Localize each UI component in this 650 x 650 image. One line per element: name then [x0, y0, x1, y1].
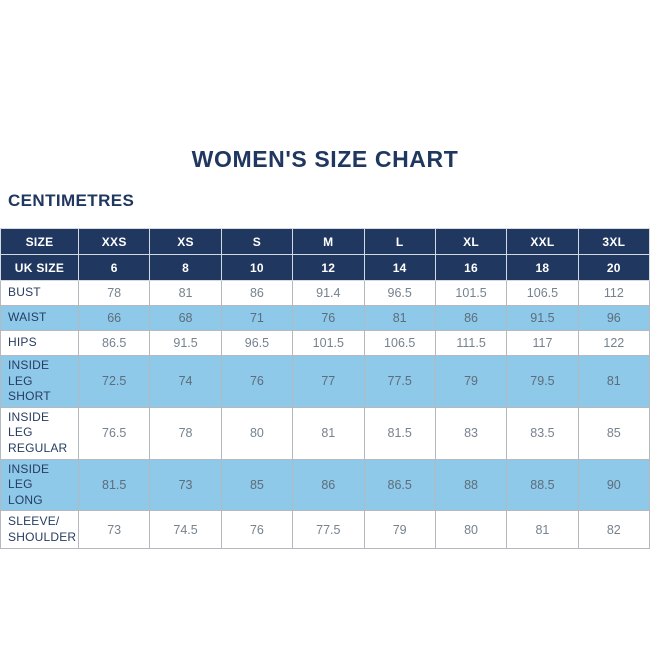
value-cell: 81 [149, 280, 222, 306]
value-cell: 122 [577, 330, 650, 356]
value-cell: 66 [77, 305, 151, 331]
header-value-cell: 8 [149, 254, 222, 281]
value-cell: 79 [434, 355, 508, 408]
row-label: INSIDE LEG LONG [0, 458, 79, 512]
header-value-cell: 12 [292, 254, 365, 281]
value-cell: 76 [292, 305, 365, 331]
value-cell: 81 [506, 510, 579, 550]
table-row: HIPS 86.5 91.5 96.5 101.5 106.5 111.5 117 122 [0, 330, 650, 356]
value-cell: 81 [363, 305, 436, 331]
value-cell: 86 [292, 458, 365, 512]
value-cell: 86 [220, 280, 294, 306]
header-label-cell: SIZE [0, 228, 79, 255]
value-cell: 106.5 [363, 330, 436, 356]
row-label: INSIDE LEG SHORT [0, 355, 79, 408]
header-value-cell: L [363, 228, 436, 255]
header-label-cell: UK SIZE [0, 254, 79, 281]
header-value-cell: M [292, 228, 365, 255]
value-cell: 76 [220, 355, 294, 408]
header-row-uk-size: UK SIZE 6 8 10 12 14 16 18 20 [0, 254, 650, 281]
value-cell: 81 [292, 406, 365, 460]
value-cell: 74 [149, 355, 222, 408]
value-cell: 76.5 [77, 406, 151, 460]
value-cell: 73 [149, 458, 222, 512]
value-cell: 77 [292, 355, 365, 408]
table-row: INSIDE LEG SHORT 72.5 74 76 77 77.5 79 79.5 81 [0, 355, 650, 408]
value-cell: 85 [220, 458, 294, 512]
value-cell: 81.5 [363, 406, 436, 460]
row-label: INSIDE LEG REGULAR [0, 406, 79, 460]
value-cell: 74.5 [149, 510, 222, 550]
table-body: BUST 78 81 86 91.4 96.5 101.5 106.5 112 WAIST 66 68… [0, 280, 650, 550]
value-cell: 80 [434, 510, 508, 550]
value-cell: 78 [77, 280, 151, 306]
page-title: WOMEN'S SIZE CHART [191, 146, 459, 172]
header-row-size: SIZE XXS XS S M L XL XXL 3XL [0, 228, 650, 255]
size-chart-table: SIZE XXS XS S M L XL XXL 3XL UK SIZE 6 8 10 12 14 16 18 2… [0, 228, 650, 550]
table-row: SLEEVE/ SHOULDER 73 74.5 76 77.5 79 80 81 82 [0, 510, 650, 550]
value-cell: 79 [363, 510, 436, 550]
value-cell: 86.5 [77, 330, 151, 356]
header-value-cell: XL [434, 228, 508, 255]
value-cell: 88 [434, 458, 508, 512]
header-value-cell: 6 [77, 254, 151, 281]
value-cell: 86 [434, 305, 508, 331]
value-cell: 117 [506, 330, 579, 356]
value-cell: 76 [220, 510, 294, 550]
value-cell: 68 [149, 305, 222, 331]
table-row: WAIST 66 68 71 76 81 86 91.5 96 [0, 305, 650, 331]
value-cell: 91.4 [292, 280, 365, 306]
table-header: SIZE XXS XS S M L XL XXL 3XL UK SIZE 6 8 10 12 14 16 18 2… [0, 228, 650, 281]
value-cell: 78 [149, 406, 222, 460]
value-cell: 112 [577, 280, 650, 306]
value-cell: 80 [220, 406, 294, 460]
header-value-cell: XXL [506, 228, 579, 255]
row-label: SLEEVE/ SHOULDER [0, 510, 79, 550]
value-cell: 81.5 [77, 458, 151, 512]
value-cell: 71 [220, 305, 294, 331]
value-cell: 101.5 [292, 330, 365, 356]
value-cell: 85 [577, 406, 650, 460]
header-value-cell: 16 [434, 254, 508, 281]
value-cell: 91.5 [149, 330, 222, 356]
value-cell: 72.5 [77, 355, 151, 408]
value-cell: 90 [577, 458, 650, 512]
value-cell: 96.5 [220, 330, 294, 356]
row-label: HIPS [0, 330, 79, 356]
header-value-cell: 14 [363, 254, 436, 281]
value-cell: 81 [577, 355, 650, 408]
table-row: INSIDE LEG REGULAR 76.5 78 80 81 81.5 83 83.5 85 [0, 406, 650, 460]
header-value-cell: 20 [577, 254, 650, 281]
header-value-cell: 10 [220, 254, 294, 281]
table-row: INSIDE LEG LONG 81.5 73 85 86 86.5 88 88.5 90 [0, 458, 650, 512]
units-heading: CENTIMETRES [8, 191, 135, 210]
value-cell: 83 [434, 406, 508, 460]
value-cell: 96 [577, 305, 650, 331]
value-cell: 91.5 [506, 305, 579, 331]
header-value-cell: 18 [506, 254, 579, 281]
value-cell: 77.5 [363, 355, 436, 408]
value-cell: 77.5 [292, 510, 365, 550]
value-cell: 79.5 [506, 355, 579, 408]
value-cell: 73 [77, 510, 151, 550]
value-cell: 106.5 [506, 280, 579, 306]
row-label: WAIST [0, 305, 79, 331]
header-value-cell: 3XL [577, 228, 650, 255]
header-value-cell: XXS [77, 228, 151, 255]
value-cell: 88.5 [506, 458, 579, 512]
value-cell: 82 [577, 510, 650, 550]
header-value-cell: XS [149, 228, 222, 255]
row-label: BUST [0, 280, 79, 306]
value-cell: 86.5 [363, 458, 436, 512]
table-row: BUST 78 81 86 91.4 96.5 101.5 106.5 112 [0, 280, 650, 306]
value-cell: 101.5 [434, 280, 508, 306]
value-cell: 83.5 [506, 406, 579, 460]
value-cell: 111.5 [434, 330, 508, 356]
value-cell: 96.5 [363, 280, 436, 306]
header-value-cell: S [220, 228, 294, 255]
